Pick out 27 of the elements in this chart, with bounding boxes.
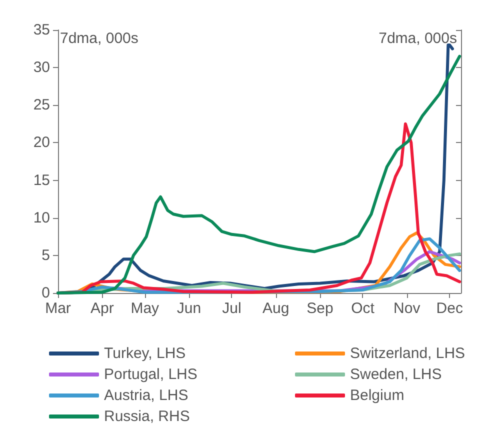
legend-label: Sweden, LHS xyxy=(350,366,442,383)
x-tick-label: Jun xyxy=(176,300,202,317)
legend-label: Belgium xyxy=(350,387,404,404)
y-tick-label: 20 xyxy=(33,134,50,152)
legend-label: Russia, RHS xyxy=(104,408,190,425)
y2-axis-title: 7dma, 000s xyxy=(378,30,457,47)
x-tick-label: Nov xyxy=(394,300,421,317)
y-tick-label: 15 xyxy=(33,172,50,189)
y-tick-label: 30 xyxy=(33,59,50,76)
x-tick-label: Aug xyxy=(262,300,290,317)
x-tick-label: Mar xyxy=(45,300,71,317)
x-tick-label: Sep xyxy=(306,300,334,317)
legend-label: Portugal, LHS xyxy=(104,366,198,383)
y-tick-label: 35 xyxy=(33,22,50,38)
y-tick-label: 25 xyxy=(33,96,50,114)
y-tick-label: 5 xyxy=(42,246,50,264)
y-axis-title: 7dma, 000s xyxy=(60,30,138,47)
x-tick-label: Apr xyxy=(90,300,114,317)
legend-label: Turkey, LHS xyxy=(104,345,186,362)
legend-label: Switzerland, LHS xyxy=(350,345,466,362)
legend-label: Austria, LHS xyxy=(104,387,188,404)
x-tick-label: May xyxy=(130,300,160,317)
x-tick-label: Dec xyxy=(436,300,464,317)
y-tick-label: 0 xyxy=(42,284,50,302)
x-tick-label: Jul xyxy=(222,300,242,317)
y-tick-label: 10 xyxy=(33,209,50,226)
x-tick-label: Oct xyxy=(351,300,376,317)
